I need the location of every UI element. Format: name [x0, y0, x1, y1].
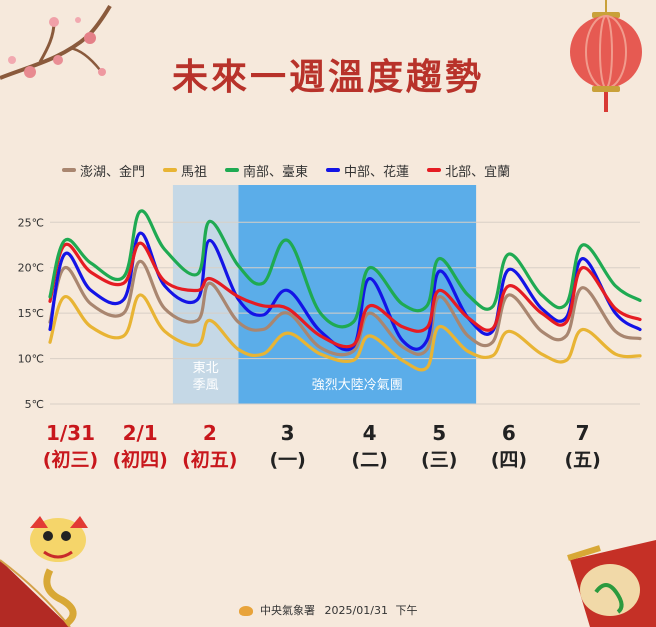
weather-band [238, 185, 477, 404]
legend-item: 澎湖、金門 [62, 160, 145, 180]
x-tick-date: 5 [432, 421, 446, 445]
legend-label: 南部、臺東 [243, 164, 309, 180]
legend-label: 北部、宜蘭 [445, 164, 511, 180]
series-line [48, 293, 642, 372]
lantern-icon [570, 0, 642, 112]
x-tick-date: 4 [363, 421, 377, 445]
y-tick-label: 10℃ [18, 353, 44, 366]
x-tick-date: 3 [281, 421, 295, 445]
fan-icon [0, 559, 71, 627]
legend-swatch [62, 168, 76, 172]
footer-org: 中央氣象署 [260, 604, 316, 617]
x-tick-date: 2/1 [123, 421, 158, 445]
legend-swatch [225, 168, 240, 172]
x-tick-weekday: (初四) [112, 448, 167, 471]
y-tick-label: 15℃ [18, 307, 44, 320]
x-tick-weekday: (二) [351, 449, 387, 471]
footer: 中央氣象署 2025/01/31 下午 [0, 602, 656, 618]
x-tick-weekday: (一) [269, 449, 305, 471]
footer-date: 2025/01/31 [324, 604, 388, 617]
cwa-logo-icon [238, 606, 253, 616]
y-tick-label: 20℃ [18, 262, 44, 275]
series-line [48, 241, 642, 349]
x-tick-weekday: (五) [564, 449, 600, 471]
legend-label: 馬祖 [181, 164, 208, 180]
legend-swatch [427, 168, 442, 172]
x-tick-date: 6 [502, 421, 516, 445]
band-label: 季風 [193, 378, 219, 393]
chart-legend: 澎湖、金門 馬祖 南部、臺東 中部、花蓮 北部、宜蘭 [62, 160, 528, 180]
y-tick-label: 25℃ [18, 216, 44, 229]
legend-item: 馬祖 [163, 160, 207, 180]
x-tick-date: 1/31 [46, 421, 95, 445]
plum-blossom-icon [0, 4, 112, 80]
x-tick-weekday: (三) [421, 449, 457, 471]
legend-swatch [326, 168, 341, 172]
legend-item: 北部、宜蘭 [427, 160, 510, 180]
x-tick-weekday: (四) [491, 449, 527, 471]
band-label: 東北 [193, 360, 219, 376]
chart-title: 未來一週溫度趨勢 [171, 57, 484, 98]
footer-time: 下午 [395, 604, 418, 617]
snake-scroll-icon [567, 540, 656, 627]
x-tick-weekday: (初五) [182, 448, 237, 471]
series-line [48, 209, 642, 329]
legend-item: 南部、臺東 [225, 160, 308, 180]
legend-item: 中部、花蓮 [326, 160, 409, 180]
lion-dance-icon [30, 516, 88, 627]
legend-swatch [163, 168, 178, 172]
x-tick-date: 7 [576, 421, 590, 445]
series-line [48, 259, 642, 357]
legend-label: 中部、花蓮 [344, 164, 410, 180]
x-tick-date: 2 [203, 421, 217, 445]
x-tick-weekday: (初三) [43, 448, 98, 471]
band-label: 強烈大陸冷氣團 [312, 377, 403, 393]
y-tick-label: 5℃ [25, 398, 44, 411]
legend-label: 澎湖、金門 [80, 164, 146, 180]
